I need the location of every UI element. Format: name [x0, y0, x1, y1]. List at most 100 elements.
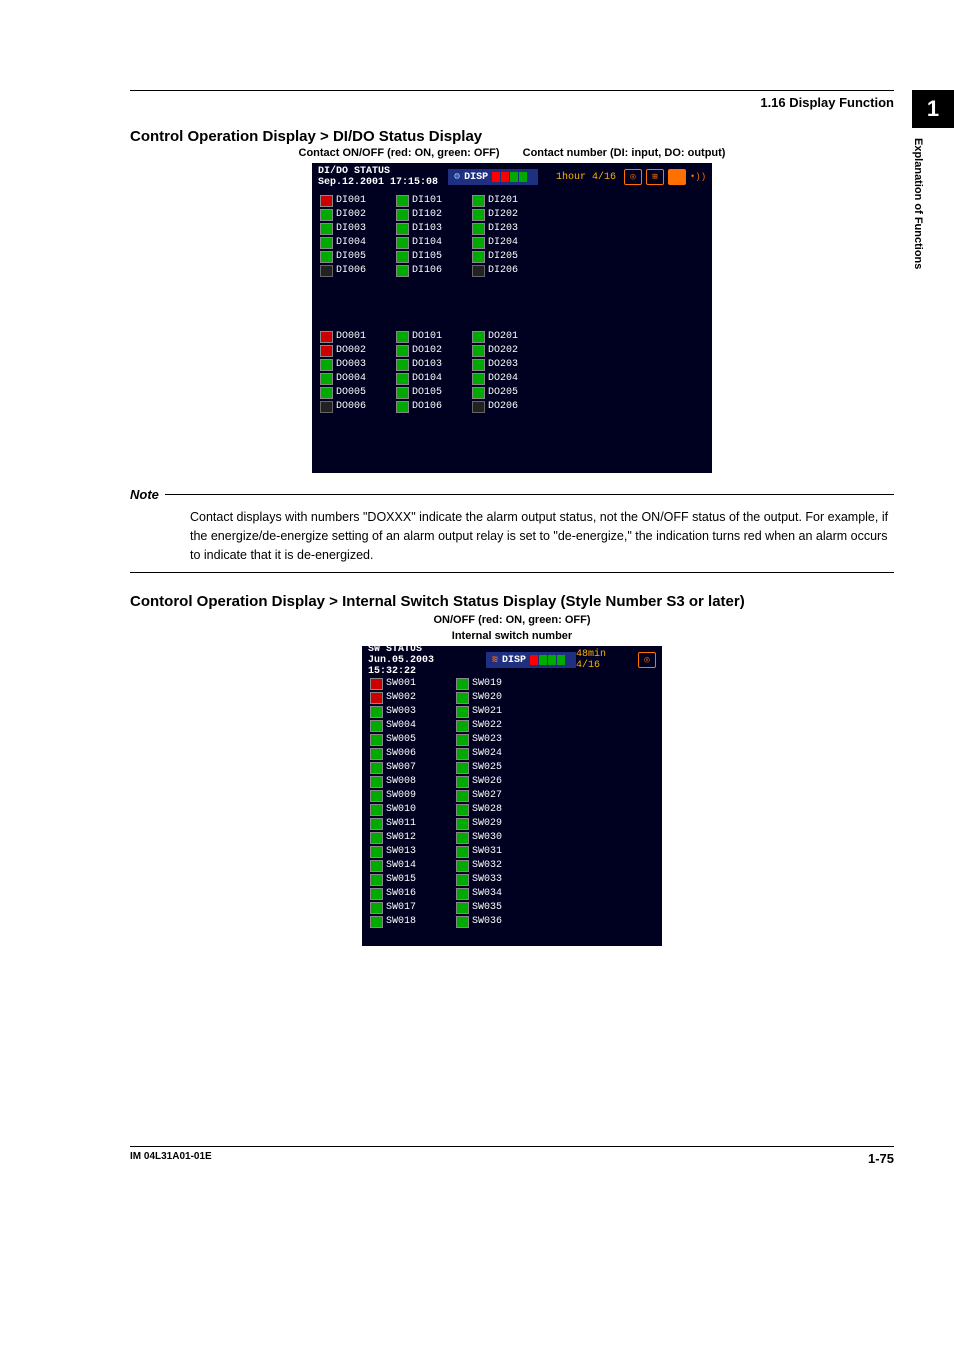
status-entry: SW026: [456, 776, 502, 788]
status-entry: DO202: [472, 345, 518, 357]
status-entry: SW012: [370, 832, 416, 844]
status-entry: SW003: [370, 706, 416, 718]
status-entry: SW025: [456, 762, 502, 774]
note-end-rule: [130, 572, 894, 573]
status-label: DO106: [412, 401, 442, 413]
breadcrumb: 1.16 Display Function: [130, 95, 894, 110]
sw-body: SW001SW002SW003SW004SW005SW006SW007SW008…: [362, 674, 662, 936]
dido-title-line1: DI/DO STATUS: [318, 166, 438, 177]
status-label: DO003: [336, 359, 366, 371]
status-indicator: [472, 209, 485, 221]
doc-id: IM 04L31A01-01E: [130, 1151, 212, 1166]
status-indicator: [472, 359, 485, 371]
status-label: SW005: [386, 734, 416, 746]
status-indicator: [456, 720, 469, 732]
status-indicator: [456, 706, 469, 718]
status-indicator: [456, 902, 469, 914]
status-indicator: [456, 734, 469, 746]
status-label: DI104: [412, 237, 442, 249]
sound-icon: •)): [690, 170, 706, 184]
status-label: SW014: [386, 860, 416, 872]
note-body: Contact displays with numbers "DOXXX" in…: [190, 508, 894, 564]
status-indicator: [320, 237, 333, 249]
anno-swnum: Internal switch number: [130, 630, 894, 642]
status-label: SW034: [472, 888, 502, 900]
status-indicator: [456, 888, 469, 900]
disp-indicator: ⚙ DISP: [448, 169, 538, 185]
status-entry: SW031: [456, 846, 502, 858]
status-entry: DI006: [320, 265, 366, 277]
status-entry: SW004: [370, 720, 416, 732]
config-icon: ⚙: [454, 171, 460, 183]
section1-title: Control Operation Display > DI/DO Status…: [130, 128, 894, 145]
status-indicator: [370, 720, 383, 732]
status-indicator: [370, 832, 383, 844]
key-icon: ⊞: [646, 169, 664, 185]
status-indicator: [472, 331, 485, 343]
status-label: DO104: [412, 373, 442, 385]
status-entry: DO103: [396, 359, 442, 371]
status-indicator: [396, 387, 409, 399]
status-entry: SW024: [456, 748, 502, 760]
disp-bars: [492, 172, 532, 182]
status-indicator: [320, 401, 333, 413]
status-indicator: [456, 678, 469, 690]
di-rows: DI001DI002DI003DI004DI005DI006DI101DI102…: [320, 195, 704, 277]
sw-screen: SW STATUS Jun.05.2003 15:32:22 ≋ DISP 48…: [362, 646, 662, 946]
anno-contactnum: Contact number (DI: input, DO: output): [523, 147, 726, 159]
status-label: DO101: [412, 331, 442, 343]
status-label: DI106: [412, 265, 442, 277]
status-column: SW019SW020SW021SW022SW023SW024SW025SW026…: [456, 678, 502, 928]
status-column: DI101DI102DI103DI104DI105DI106: [396, 195, 442, 277]
status-indicator: [370, 846, 383, 858]
status-label: SW031: [472, 846, 502, 858]
status-indicator: [396, 195, 409, 207]
status-entry: SW008: [370, 776, 416, 788]
sw-rows: SW001SW002SW003SW004SW005SW006SW007SW008…: [370, 678, 654, 928]
status-entry: DI103: [396, 223, 442, 235]
status-label: SW001: [386, 678, 416, 690]
status-entry: SW007: [370, 762, 416, 774]
status-label: DI203: [488, 223, 518, 235]
status-indicator: [456, 748, 469, 760]
status-indicator: [472, 251, 485, 263]
status-entry: SW016: [370, 888, 416, 900]
section2-annotations: ON/OFF (red: ON, green: OFF) Internal sw…: [130, 614, 894, 642]
status-entry: SW021: [456, 706, 502, 718]
status-entry: DI206: [472, 265, 518, 277]
status-indicator: [456, 790, 469, 802]
chapter-number: 1: [912, 90, 954, 128]
status-label: SW019: [472, 678, 502, 690]
status-entry: DO002: [320, 345, 366, 357]
section1-annotations: Contact ON/OFF (red: ON, green: OFF) Con…: [130, 147, 894, 159]
status-label: SW006: [386, 748, 416, 760]
status-label: SW025: [472, 762, 502, 774]
status-entry: SW036: [456, 916, 502, 928]
status-entry: DI005: [320, 251, 366, 263]
status-label: DO206: [488, 401, 518, 413]
status-indicator: [320, 223, 333, 235]
status-indicator: [396, 265, 409, 277]
status-indicator: [396, 223, 409, 235]
status-label: SW010: [386, 804, 416, 816]
dido-body: DI001DI002DI003DI004DI005DI006DI101DI102…: [312, 191, 712, 421]
status-indicator: [472, 373, 485, 385]
status-entry: SW023: [456, 734, 502, 746]
status-entry: SW013: [370, 846, 416, 858]
status-indicator: [370, 902, 383, 914]
disp-label: DISP: [464, 172, 488, 183]
status-indicator: [370, 748, 383, 760]
status-indicator: [320, 359, 333, 371]
status-label: SW026: [472, 776, 502, 788]
status-indicator: [472, 387, 485, 399]
camera-icon: ◎: [638, 652, 656, 668]
status-entry: DO205: [472, 387, 518, 399]
status-indicator: [370, 916, 383, 928]
status-entry: SW029: [456, 818, 502, 830]
status-entry: SW027: [456, 790, 502, 802]
status-indicator: [370, 888, 383, 900]
chapter-tab: 1 Explanation of Functions: [912, 90, 954, 269]
sw-title-line2: Jun.05.2003 15:32:22: [368, 655, 476, 677]
status-label: SW008: [386, 776, 416, 788]
note-rule: [165, 494, 894, 495]
